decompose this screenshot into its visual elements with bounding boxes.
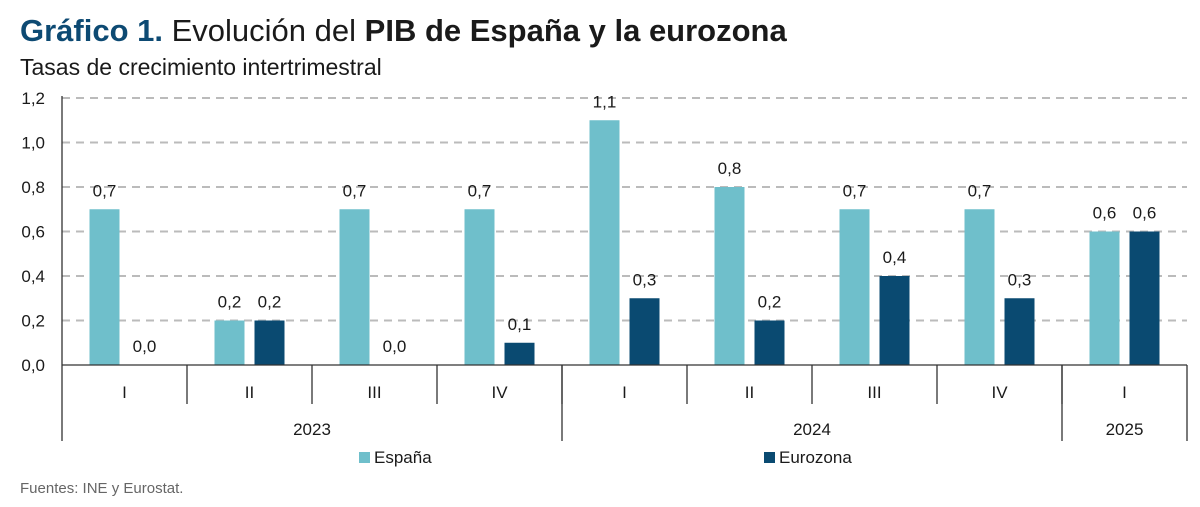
x-tick-label: I (122, 383, 127, 402)
source-note: Fuentes: INE y Eurostat. (20, 480, 183, 497)
chart-title-bold: PIB de España y la eurozona (364, 13, 787, 48)
x-tick-label: III (867, 383, 881, 402)
x-tick-label: II (745, 383, 754, 402)
bar-espana (214, 320, 245, 365)
bar-eurozona (1004, 298, 1035, 365)
data-label-eurozona: 0,0 (133, 337, 157, 356)
chart-title: Gráfico 1. Evolución del PIB de España y… (20, 12, 787, 50)
x-tick-label: II (245, 383, 254, 402)
y-tick-label: 0,0 (21, 356, 45, 375)
y-tick-label: 1,2 (21, 89, 45, 108)
bar-eurozona (254, 320, 285, 365)
bar-espana (839, 209, 870, 365)
x-tick-label: I (622, 383, 627, 402)
x-tick-label: IV (491, 383, 508, 402)
legend-swatch-eurozona (764, 452, 775, 463)
bar-espana (464, 209, 495, 365)
data-label-espana: 1,1 (593, 92, 617, 111)
bar-espana (89, 209, 120, 365)
bar-espana (339, 209, 370, 365)
data-label-eurozona: 0,0 (383, 337, 407, 356)
bar-espana (714, 187, 745, 365)
data-label-espana: 0,7 (343, 181, 367, 200)
x-tick-label: IV (991, 383, 1008, 402)
data-label-espana: 0,8 (718, 159, 742, 178)
data-label-eurozona: 0,6 (1133, 204, 1157, 223)
year-label: 2023 (293, 420, 331, 439)
data-label-eurozona: 0,2 (758, 293, 782, 312)
y-tick-label: 0,2 (21, 312, 45, 331)
legend-label-espana: España (374, 448, 432, 467)
data-label-espana: 0,7 (468, 181, 492, 200)
data-label-espana: 0,7 (93, 181, 117, 200)
data-label-espana: 0,7 (843, 181, 867, 200)
bar-eurozona (504, 342, 535, 365)
data-label-espana: 0,6 (1093, 204, 1117, 223)
year-label: 2024 (793, 420, 831, 439)
data-label-eurozona: 0,3 (633, 270, 657, 289)
x-tick-label: I (1122, 383, 1127, 402)
bar-eurozona (629, 298, 660, 365)
y-tick-label: 0,6 (21, 223, 45, 242)
bar-eurozona (754, 320, 785, 365)
legend-label-eurozona: Eurozona (779, 448, 852, 467)
data-label-espana: 0,7 (968, 181, 992, 200)
data-label-eurozona: 0,1 (508, 315, 532, 334)
bar-eurozona (1129, 231, 1160, 365)
chart-title-lead: Gráfico 1. (20, 13, 163, 48)
data-label-espana: 0,2 (218, 293, 242, 312)
y-tick-label: 0,8 (21, 178, 45, 197)
bar-espana (1089, 231, 1120, 365)
bar-eurozona (879, 276, 910, 365)
bar-espana (589, 120, 620, 365)
data-label-eurozona: 0,2 (258, 293, 282, 312)
y-tick-label: 1,0 (21, 134, 45, 153)
chart-subtitle: Tasas de crecimiento intertrimestral (20, 54, 382, 80)
legend-swatch-espana (359, 452, 370, 463)
source-label: Fuentes: (20, 480, 79, 497)
data-label-eurozona: 0,3 (1008, 270, 1032, 289)
x-tick-label: III (367, 383, 381, 402)
bar-espana (964, 209, 995, 365)
source-text: INE y Eurostat. (82, 480, 184, 497)
data-label-eurozona: 0,4 (883, 248, 907, 267)
y-tick-label: 0,4 (21, 267, 45, 286)
year-label: 2025 (1106, 420, 1144, 439)
chart-title-plain: Evolución del (171, 13, 357, 48)
